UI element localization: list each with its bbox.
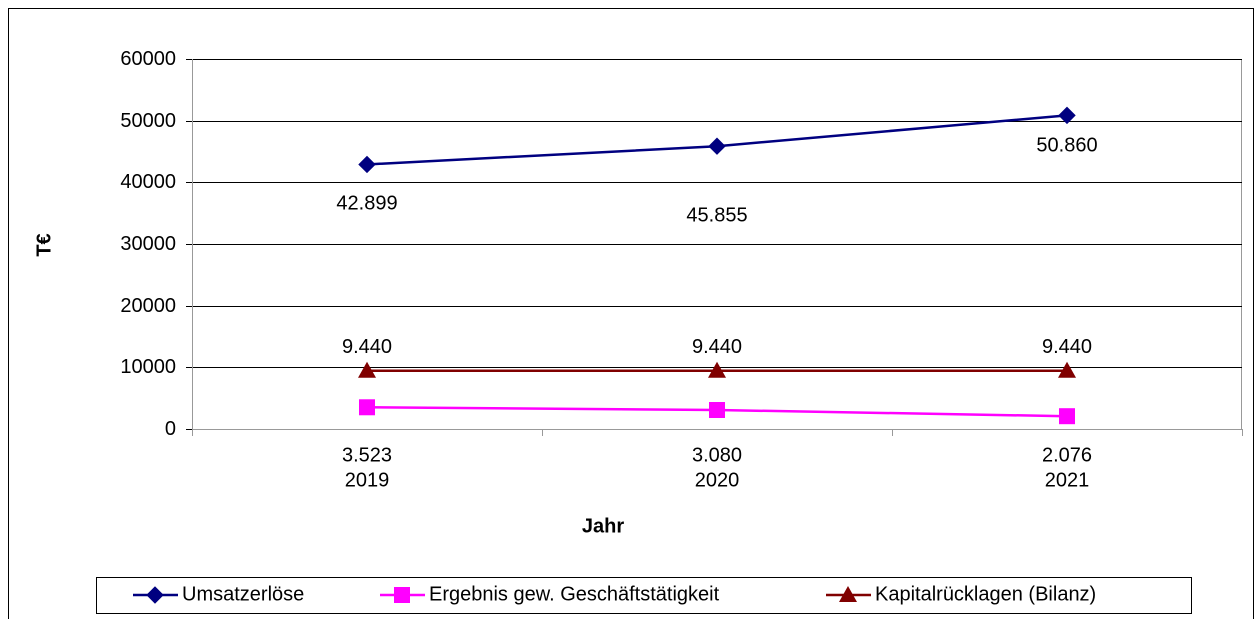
data-point (709, 402, 725, 419)
legend-label: Umsatzerlöse (182, 583, 304, 605)
data-label: 9.440 (342, 336, 392, 358)
data-label: 3.523 (342, 444, 392, 466)
y-tick-label: 60000 (120, 48, 176, 70)
data-point (1059, 408, 1075, 425)
data-label: 3.080 (692, 444, 742, 466)
data-point (708, 137, 726, 155)
y-tick-label: 50000 (120, 110, 176, 132)
x-tick-label: 2020 (695, 469, 740, 491)
legend-marker (839, 586, 857, 602)
data-label: 2.076 (1042, 444, 1092, 466)
legend-box (96, 577, 1192, 614)
y-tick-label: 10000 (120, 356, 176, 378)
legend-marker (146, 586, 164, 604)
y-axis-label: T€ (33, 233, 55, 256)
legend-label: Ergebnis gew. Geschäftstätigkeit (429, 583, 720, 605)
data-label: 45.855 (686, 205, 747, 227)
y-tick-label: 0 (165, 418, 176, 440)
y-tick-label: 40000 (120, 171, 176, 193)
data-label: 50.860 (1036, 135, 1097, 157)
data-point (1058, 361, 1076, 378)
x-axis-label: Jahr (582, 515, 624, 537)
data-label: 9.440 (692, 336, 742, 358)
y-tick-label: 30000 (120, 233, 176, 255)
data-point (1058, 106, 1076, 125)
legend-label: Kapitalrücklagen (Bilanz) (875, 583, 1096, 605)
data-point (358, 155, 376, 174)
chart-border (8, 8, 1254, 619)
data-point (359, 399, 375, 416)
y-tick-label: 20000 (120, 295, 176, 317)
x-tick-label: 2021 (1045, 469, 1090, 491)
data-point (708, 361, 726, 378)
data-point (358, 361, 376, 378)
x-tick-label: 2019 (345, 469, 390, 491)
data-label: 9.440 (1042, 336, 1092, 358)
data-label: 42.899 (336, 193, 397, 215)
legend-marker (394, 587, 410, 603)
